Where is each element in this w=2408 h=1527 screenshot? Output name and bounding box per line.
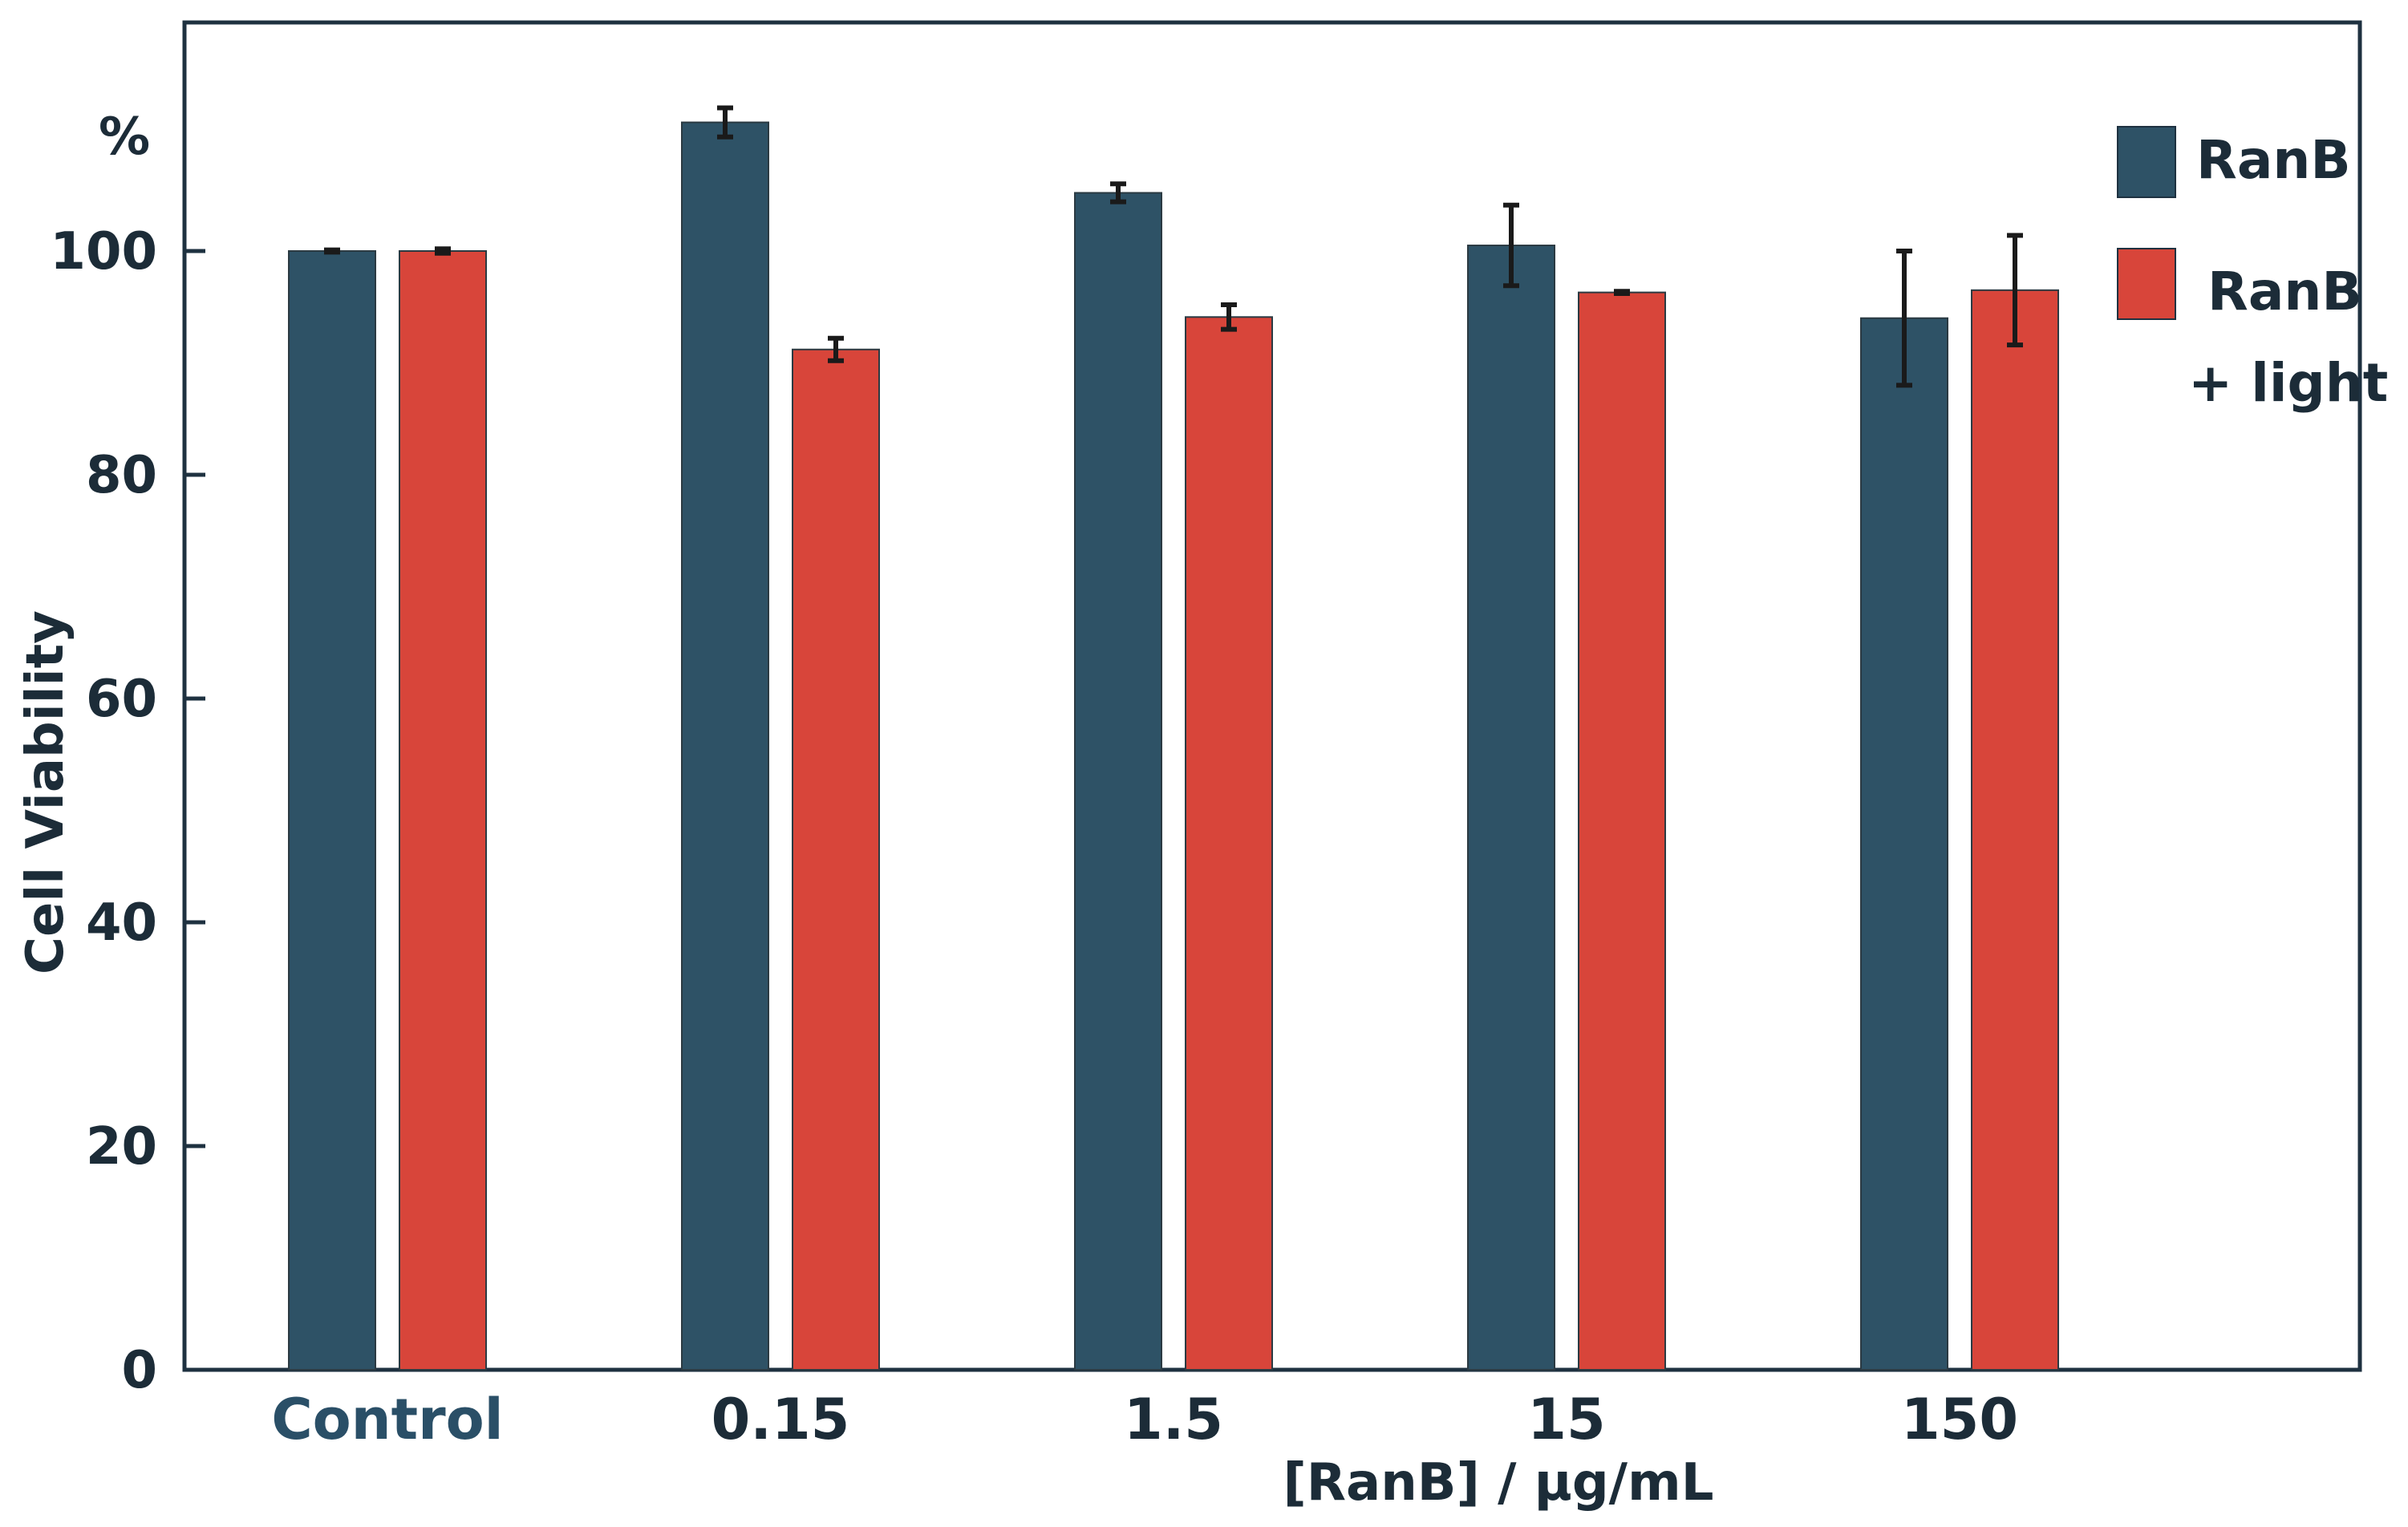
- x-tick-label-1-5: 1.5: [1124, 1387, 1223, 1452]
- error-bar-ranb-150: [1896, 249, 1912, 388]
- bar-ranb-150: [1860, 317, 1948, 1371]
- legend-label-ranb: RanB: [2196, 129, 2351, 191]
- y-tick-label-40: 40: [86, 893, 157, 953]
- bar-ranb-light-150: [1971, 289, 2059, 1371]
- bar-ranb-light-15: [1578, 291, 1666, 1371]
- bar-ranb-light-0-15: [792, 348, 880, 1371]
- error-bar-ranb-15: [1503, 202, 1519, 289]
- bar-ranb-1-5: [1074, 192, 1162, 1371]
- error-bar-ranb-1-5: [1110, 181, 1126, 205]
- x-axis-labels: Control 0.15 1.5 15 150: [271, 1387, 2018, 1452]
- x-tick-label-control: Control: [271, 1387, 503, 1452]
- error-bar-ranb-light-0-15: [828, 335, 844, 363]
- error-bar-ranb-0-15: [717, 105, 733, 140]
- error-bar-ranb-light-control: [435, 246, 451, 256]
- error-bars-layer: [324, 105, 2023, 388]
- y-tick-label-0: 0: [121, 1341, 157, 1400]
- bar-ranb-0-15: [681, 121, 769, 1371]
- bar-ranb-control: [288, 250, 376, 1371]
- bar-ranb-15: [1467, 245, 1555, 1371]
- y-axis-ticks: 0 20 40 60 80 100: [50, 222, 205, 1400]
- error-bar-ranb-light-150: [2007, 233, 2023, 348]
- legend: RanB RanB + light: [2117, 126, 2388, 414]
- bar-ranb-light-1-5: [1185, 316, 1273, 1371]
- y-tick-label-60: 60: [86, 670, 157, 729]
- error-bar-ranb-light-1-5: [1221, 302, 1237, 332]
- error-bar-ranb-light-15: [1614, 289, 1630, 297]
- x-tick-label-150: 150: [1901, 1387, 2018, 1452]
- y-tick-label-80: 80: [86, 446, 157, 505]
- x-axis-title: [RanB] / μg/mL: [1283, 1453, 1714, 1513]
- legend-label-ranb-light-line2: + light: [2188, 352, 2388, 414]
- bars-layer: [288, 121, 2059, 1371]
- x-tick-label-15: 15: [1527, 1387, 1605, 1452]
- legend-swatch-ranb-light: [2117, 248, 2176, 320]
- legend-swatch-ranb: [2117, 126, 2176, 198]
- y-tick-label-100: 100: [50, 222, 157, 282]
- y-axis-title: Cell Viability: [16, 610, 75, 974]
- y-unit-label: %: [99, 107, 150, 167]
- error-bar-ranb-control: [324, 247, 340, 255]
- legend-label-ranb-light-line1: RanB: [2207, 261, 2362, 322]
- y-tick-label-20: 20: [86, 1117, 157, 1177]
- bar-ranb-light-control: [399, 250, 487, 1371]
- x-tick-label-0-15: 0.15: [711, 1387, 850, 1452]
